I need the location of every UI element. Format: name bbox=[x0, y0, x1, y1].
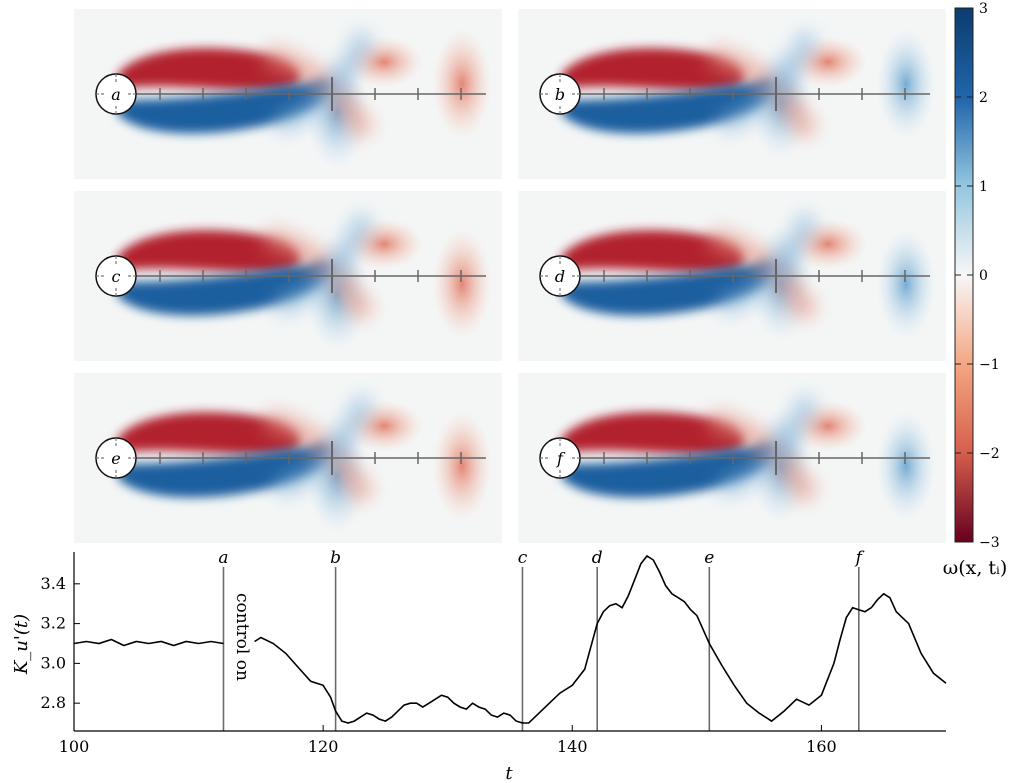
control-on-annotation: control on bbox=[232, 593, 252, 681]
panel-label-f: f bbox=[556, 449, 566, 468]
panel-e: e bbox=[74, 373, 502, 543]
panel-label-d: d bbox=[555, 267, 565, 286]
colorbar-tick-label: 3 bbox=[979, 1, 988, 17]
vortex-blob bbox=[876, 410, 936, 522]
panel-label-c: c bbox=[112, 267, 121, 286]
panel-f: f bbox=[518, 373, 946, 543]
y-tick-label: 3.4 bbox=[41, 574, 66, 593]
y-tick-label: 3.0 bbox=[41, 653, 66, 672]
vorticity-panels: a b c d e f bbox=[74, 9, 946, 543]
upper-shear-layer bbox=[116, 48, 302, 91]
y-axis-label: K_u'(t) bbox=[11, 614, 32, 675]
panel-label-b: b bbox=[555, 85, 565, 104]
x-tick-label: 120 bbox=[308, 737, 339, 756]
panel-a: a bbox=[74, 9, 502, 179]
panel-label-e: e bbox=[111, 449, 120, 468]
y-tick-label: 3.2 bbox=[41, 614, 66, 633]
colorbar-tick-label: −2 bbox=[979, 446, 1000, 462]
colorbar-label: ω(x, tᵢ) bbox=[943, 557, 1008, 579]
vortex-blob bbox=[432, 28, 492, 140]
colorbar: 3 2 1 0 −1 −2 −3 ω(x, tᵢ) bbox=[943, 1, 1008, 579]
y-tick-label: 2.8 bbox=[41, 693, 66, 712]
x-tick-label: 140 bbox=[557, 737, 588, 756]
marker-label-e: e bbox=[704, 548, 714, 568]
colorbar-tick-label: 2 bbox=[979, 90, 988, 106]
marker-label-d: d bbox=[592, 548, 603, 568]
panel-b: b bbox=[518, 9, 946, 179]
vortex-blob bbox=[876, 228, 936, 340]
colorbar-tick-label: 0 bbox=[979, 268, 988, 284]
vortex-blob bbox=[876, 28, 936, 140]
x-axis-label: t bbox=[505, 763, 513, 783]
kurtosis-plot: a b c d e f 100 120 140 160 2.8 3.0 3.2 3.4 t K_u'(t… bbox=[11, 548, 947, 783]
marker-label-b: b bbox=[330, 548, 341, 568]
panel-c: c bbox=[74, 191, 502, 361]
marker-label-a: a bbox=[218, 548, 228, 568]
upper-shear-layer bbox=[116, 412, 302, 455]
x-tick-label: 100 bbox=[59, 737, 90, 756]
colorbar-tick-label: −1 bbox=[979, 357, 1000, 373]
series-line bbox=[73, 554, 947, 724]
panel-label-a: a bbox=[111, 85, 121, 104]
panel-d: d bbox=[518, 191, 946, 361]
x-tick-label: 160 bbox=[806, 737, 837, 756]
upper-shear-layer bbox=[560, 48, 746, 91]
upper-shear-layer bbox=[560, 412, 746, 455]
upper-shear-layer bbox=[116, 230, 302, 273]
upper-shear-layer bbox=[560, 230, 746, 273]
vortex-blob bbox=[432, 228, 492, 340]
colorbar-tick-label: −3 bbox=[979, 535, 1000, 551]
marker-label-c: c bbox=[518, 548, 528, 568]
colorbar-tick-label: 1 bbox=[979, 179, 988, 195]
vortex-blob bbox=[432, 410, 492, 522]
marker-label-f: f bbox=[854, 548, 865, 568]
